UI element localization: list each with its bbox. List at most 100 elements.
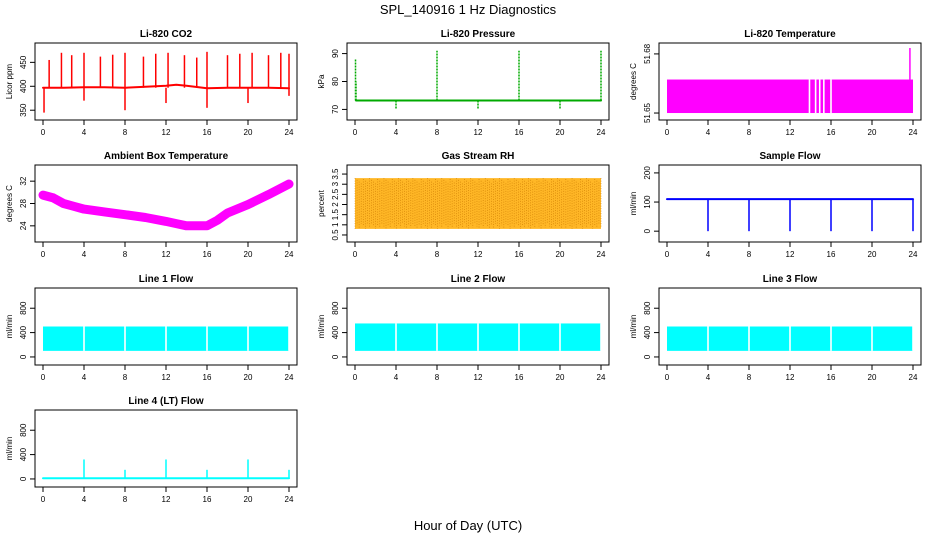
- chart-panel-3: Li-820 Temperature degrees C 0 4 8 12 16 20 24 51…: [629, 29, 922, 137]
- x-axis-title: Hour of Day (UTC): [413, 518, 523, 533]
- plot-frame: [34, 42, 298, 121]
- chart-title: Line 1 Flow: [139, 274, 194, 285]
- y-tick-label: 200: [643, 166, 652, 180]
- y-tick-label: 51.65: [643, 102, 652, 123]
- page-title: SPL_140916 1 Hz Diagnostics: [379, 2, 557, 17]
- chart-title: Li-820 Pressure: [441, 29, 516, 40]
- x-tick-label: 20: [556, 373, 565, 382]
- y-tick-label: 0: [331, 354, 340, 359]
- y-tick-label: 0: [19, 476, 28, 481]
- x-tick-label: 24: [909, 128, 918, 137]
- x-tick-label: 0: [353, 128, 358, 137]
- y-tick-label: 400: [643, 325, 652, 339]
- y-axis-label: ml/min: [5, 315, 14, 339]
- x-tick-label: 4: [706, 250, 711, 259]
- x-tick-label: 0: [665, 250, 670, 259]
- x-tick-label: 4: [82, 495, 87, 504]
- x-tick-label: 12: [162, 128, 171, 137]
- chart-panel-7: Line 1 Flow ml/min 0 4 8 12 16 20 24 0 400 800: [5, 274, 298, 382]
- y-tick-label: 400: [19, 447, 28, 461]
- chart-panel-8: Line 2 Flow ml/min 0 4 8 12 16 20 24 0 400 800: [317, 274, 610, 382]
- x-tick-label: 4: [394, 250, 399, 259]
- x-tick-label: 16: [203, 250, 212, 259]
- x-tick-label: 4: [394, 128, 399, 137]
- data-band: [355, 178, 601, 229]
- x-tick-label: 4: [706, 128, 711, 137]
- y-axis-label: ml/min: [5, 437, 14, 461]
- x-tick-label: 0: [353, 250, 358, 259]
- x-tick-label: 0: [665, 373, 670, 382]
- x-tick-label: 12: [786, 250, 795, 259]
- x-tick-label: 0: [41, 128, 46, 137]
- x-tick-label: 24: [285, 495, 294, 504]
- x-tick-label: 4: [82, 250, 87, 259]
- y-tick-label: 2.5: [331, 188, 340, 200]
- y-tick-label: 400: [331, 325, 340, 339]
- chart-panel-10: Line 4 (LT) Flow ml/min 0 4 8 12 16 20 24 0 400 800: [5, 396, 298, 504]
- x-tick-label: 8: [747, 373, 752, 382]
- x-tick-label: 0: [41, 495, 46, 504]
- x-tick-label: 24: [597, 250, 606, 259]
- chart-title: Line 2 Flow: [451, 274, 506, 285]
- y-tick-label: 1: [331, 222, 340, 227]
- chart-title: Li-820 Temperature: [744, 29, 836, 40]
- x-tick-label: 12: [162, 495, 171, 504]
- x-tick-label: 12: [474, 373, 483, 382]
- y-tick-label: 28: [19, 199, 28, 208]
- y-tick-label: 3: [331, 181, 340, 186]
- y-tick-label: 450: [19, 55, 28, 69]
- y-tick-label: 51.68: [643, 43, 652, 64]
- x-tick-label: 16: [827, 250, 836, 259]
- y-tick-label: 800: [643, 301, 652, 315]
- x-tick-label: 8: [123, 495, 128, 504]
- y-tick-label: 0: [19, 354, 28, 359]
- data-series-line: [38, 179, 294, 231]
- x-tick-label: 24: [597, 373, 606, 382]
- x-tick-label: 24: [597, 128, 606, 137]
- x-tick-label: 24: [909, 250, 918, 259]
- x-tick-label: 20: [556, 250, 565, 259]
- x-tick-label: 8: [123, 128, 128, 137]
- x-tick-label: 4: [82, 373, 87, 382]
- x-tick-label: 24: [285, 373, 294, 382]
- y-tick-label: 0: [643, 228, 652, 233]
- x-tick-label: 16: [203, 128, 212, 137]
- x-tick-label: 12: [474, 250, 483, 259]
- x-tick-label: 4: [706, 373, 711, 382]
- x-tick-label: 12: [162, 250, 171, 259]
- x-tick-label: 8: [435, 128, 440, 137]
- y-tick-label: 800: [19, 423, 28, 437]
- x-tick-label: 16: [515, 128, 524, 137]
- y-tick-label: 80: [331, 77, 340, 86]
- x-tick-label: 16: [515, 250, 524, 259]
- x-tick-label: 24: [285, 250, 294, 259]
- y-axis-label: kPa: [317, 74, 326, 88]
- y-axis-label: ml/min: [629, 315, 638, 339]
- chart-panel-5: Gas Stream RH percent 0 4 8 12 16 20 24 0.5 11.5 2 2…: [317, 151, 610, 259]
- y-axis-label: degrees C: [5, 185, 14, 222]
- x-tick-label: 12: [786, 373, 795, 382]
- data-series-line: [42, 83, 290, 90]
- x-tick-label: 20: [868, 128, 877, 137]
- y-axis-label: ml/min: [629, 192, 638, 216]
- chart-panel-2: Li-820 Pressure kPa 0 4 8 12 16 20 24 70 80 90: [317, 29, 610, 137]
- chart-title: Li-820 CO2: [140, 29, 193, 40]
- x-tick-label: 20: [244, 373, 253, 382]
- data-band: [667, 79, 913, 114]
- y-tick-label: 90: [331, 49, 340, 58]
- y-axis-label: Licor ppm: [5, 64, 14, 99]
- x-tick-label: 8: [123, 373, 128, 382]
- y-tick-label: 100: [643, 195, 652, 209]
- y-axis-label: percent: [317, 189, 326, 216]
- x-tick-label: 20: [556, 128, 565, 137]
- chart-title: Line 3 Flow: [763, 274, 818, 285]
- y-tick-label: 400: [19, 325, 28, 339]
- y-tick-label: 800: [19, 301, 28, 315]
- chart-panel-9: Line 3 Flow ml/min 0 4 8 12 16 20 24 0 400 800: [629, 274, 922, 382]
- x-tick-label: 16: [827, 128, 836, 137]
- chart-title: Line 4 (LT) Flow: [128, 396, 204, 407]
- y-tick-label: 800: [331, 301, 340, 315]
- y-tick-label: 70: [331, 104, 340, 113]
- x-tick-label: 0: [665, 128, 670, 137]
- x-tick-label: 0: [41, 373, 46, 382]
